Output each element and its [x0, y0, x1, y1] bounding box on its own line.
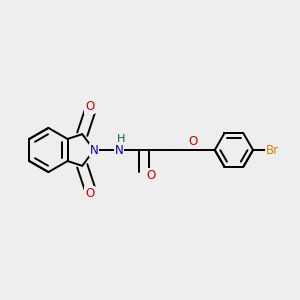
Text: N: N: [115, 143, 123, 157]
Text: O: O: [85, 100, 94, 113]
Text: O: O: [146, 169, 155, 182]
Text: Br: Br: [266, 143, 279, 157]
Text: O: O: [188, 135, 197, 148]
Text: H: H: [117, 134, 126, 144]
Text: O: O: [85, 187, 94, 200]
Text: N: N: [90, 143, 98, 157]
